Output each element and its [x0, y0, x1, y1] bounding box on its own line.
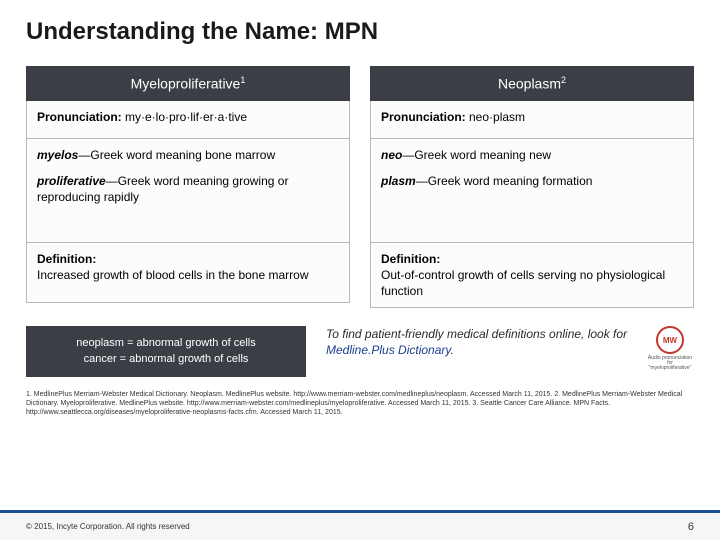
note-line-1: neoplasm = abnormal growth of cells — [40, 336, 292, 351]
left-header-sup: 1 — [240, 75, 245, 85]
def-value: Out-of-control growth of cells serving n… — [381, 268, 665, 298]
promo-text: To find patient-friendly medical definit… — [326, 326, 638, 358]
mw-badge: MW Audio pronunciation for "myeloprolife… — [646, 326, 694, 374]
term-proliferative: proliferative — [37, 174, 106, 188]
right-header-sup: 2 — [561, 75, 566, 85]
slide: Understanding the Name: MPN Myeloprolife… — [0, 0, 720, 540]
left-definition: Definition: Increased growth of blood cel… — [26, 243, 350, 303]
promo-lead: To find patient-friendly medical definit… — [326, 327, 627, 341]
pron-label: Pronunciation: — [37, 110, 122, 124]
right-column: Neoplasm2 Pronunciation: neo·plasm neo—G… — [370, 66, 694, 308]
right-pronunciation: Pronunciation: neo·plasm — [370, 101, 694, 139]
def-value: Increased growth of blood cells in the b… — [37, 268, 308, 282]
term-myelos: myelos — [37, 148, 78, 162]
term-plasm-rest: —Greek word meaning formation — [416, 174, 593, 188]
left-pronunciation: Pronunciation: my·e·lo·pro·lif·er·a·tive — [26, 101, 350, 139]
page-number: 6 — [688, 521, 694, 533]
pron-value: neo·plasm — [466, 110, 525, 124]
right-header-text: Neoplasm — [498, 76, 561, 92]
mw-icon: MW — [656, 326, 684, 354]
term-plasm: plasm — [381, 174, 416, 188]
definition-grid: Myeloproliferative1 Pronunciation: my·e·… — [26, 66, 694, 308]
mw-badge-sub: Audio pronunciation for "myeloproliferat… — [646, 356, 694, 371]
left-header-text: Myeloproliferative — [131, 76, 241, 92]
page-title: Understanding the Name: MPN — [26, 18, 694, 46]
note-line-2: cancer = abnormal growth of cells — [40, 352, 292, 367]
term-myelos-rest: —Greek word meaning bone marrow — [78, 148, 275, 162]
def-label: Definition: — [37, 252, 96, 266]
note-box: neoplasm = abnormal growth of cells canc… — [26, 326, 306, 377]
right-etymology: neo—Greek word meaning new plasm—Greek w… — [370, 139, 694, 243]
references: 1. MedlinePlus Merriam-Webster Medical D… — [26, 391, 694, 417]
term-neo-rest: —Greek word meaning new — [402, 148, 551, 162]
left-header: Myeloproliferative1 — [26, 66, 350, 101]
lower-row: neoplasm = abnormal growth of cells canc… — [26, 326, 694, 377]
left-etymology: myelos—Greek word meaning bone marrow pr… — [26, 139, 350, 243]
term-neo: neo — [381, 148, 402, 162]
footer: © 2015, Incyte Corporation. All rights r… — [0, 510, 720, 540]
promo: To find patient-friendly medical definit… — [326, 326, 694, 374]
right-header: Neoplasm2 — [370, 66, 694, 101]
promo-tail: . — [451, 343, 454, 357]
pron-label: Pronunciation: — [381, 110, 466, 124]
copyright: © 2015, Incyte Corporation. All rights r… — [26, 522, 190, 531]
def-label: Definition: — [381, 252, 440, 266]
promo-link[interactable]: Medline.Plus Dictionary — [326, 343, 451, 357]
pron-value: my·e·lo·pro·lif·er·a·tive — [122, 110, 247, 124]
right-definition: Definition: Out-of-control growth of cell… — [370, 243, 694, 309]
left-column: Myeloproliferative1 Pronunciation: my·e·… — [26, 66, 350, 308]
